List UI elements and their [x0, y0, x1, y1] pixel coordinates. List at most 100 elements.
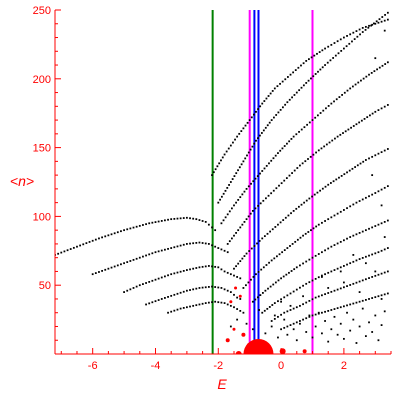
data-point — [148, 253, 151, 256]
red-marker — [279, 348, 286, 354]
data-point — [295, 306, 298, 309]
data-point — [362, 160, 365, 163]
data-point — [316, 114, 319, 117]
data-point — [333, 214, 336, 217]
data-point — [330, 102, 333, 105]
data-point — [229, 273, 232, 276]
data-point — [361, 26, 364, 29]
data-point — [337, 52, 340, 55]
data-point — [214, 245, 217, 248]
data-point — [142, 255, 144, 258]
data-point — [283, 145, 286, 147]
data-point — [176, 217, 179, 220]
data-point — [358, 200, 361, 202]
data-point — [201, 220, 204, 222]
data-point — [365, 75, 368, 78]
data-point — [273, 87, 276, 90]
data-point — [345, 45, 348, 48]
scatter-point — [333, 315, 336, 318]
data-point — [302, 284, 304, 287]
data-point — [255, 139, 257, 142]
data-point — [312, 227, 315, 230]
data-point — [383, 248, 386, 251]
data-point — [235, 201, 237, 204]
scatter-point — [380, 298, 383, 300]
data-point — [364, 298, 367, 301]
data-point — [244, 124, 247, 127]
data-point — [254, 207, 257, 210]
data-point — [279, 221, 282, 224]
data-point — [195, 287, 198, 290]
data-point — [234, 138, 236, 141]
data-point — [138, 256, 141, 259]
data-point — [268, 162, 270, 165]
data-point — [330, 245, 333, 248]
data-point — [236, 135, 239, 138]
data-point — [91, 239, 94, 242]
data-point — [233, 234, 235, 237]
data-point — [324, 310, 326, 313]
data-point — [326, 61, 329, 64]
data-point — [220, 248, 223, 251]
data-point — [343, 265, 345, 267]
data-point — [219, 198, 221, 201]
data-point — [257, 137, 259, 140]
y-tick-label: 200 — [33, 74, 51, 86]
data-point — [296, 238, 299, 241]
scatter-point — [314, 325, 317, 328]
data-point — [145, 303, 147, 306]
data-point — [242, 127, 245, 130]
data-point — [201, 286, 204, 289]
data-point — [167, 296, 169, 298]
data-point — [299, 264, 301, 267]
data-point — [145, 254, 147, 257]
x-axis-label: E — [217, 376, 227, 392]
data-point — [305, 60, 308, 62]
data-point — [336, 135, 339, 138]
data-point — [292, 307, 295, 310]
data-point — [273, 302, 276, 304]
data-point — [164, 248, 166, 251]
data-point — [242, 287, 245, 289]
y-tick-label: 50 — [39, 280, 51, 292]
red-marker — [241, 332, 246, 337]
data-point — [306, 123, 309, 126]
data-point — [243, 221, 246, 223]
data-point — [76, 245, 78, 248]
data-point — [251, 145, 254, 148]
data-point — [269, 230, 271, 233]
data-point — [258, 240, 261, 242]
data-point — [343, 91, 346, 94]
data-point — [373, 22, 375, 25]
scatter-point — [346, 311, 348, 314]
data-point — [129, 227, 132, 230]
data-point — [241, 257, 244, 260]
data-point — [269, 92, 272, 95]
data-point — [327, 271, 330, 274]
data-point — [354, 83, 357, 86]
data-point — [236, 296, 239, 299]
data-point — [374, 110, 377, 113]
data-point — [369, 114, 371, 117]
data-point — [284, 78, 287, 81]
data-point — [361, 299, 364, 302]
data-point — [314, 296, 317, 299]
data-point — [243, 190, 246, 193]
data-point — [380, 249, 383, 252]
data-point — [217, 266, 220, 269]
data-point — [227, 147, 230, 150]
data-point — [333, 244, 336, 246]
data-point — [374, 22, 377, 25]
data-point — [204, 286, 207, 289]
data-point — [256, 296, 259, 299]
data-point — [135, 257, 138, 260]
data-point — [253, 142, 256, 145]
red-marker — [232, 327, 236, 331]
data-point — [261, 170, 264, 172]
data-point — [353, 38, 356, 40]
data-point — [229, 144, 232, 147]
branch-2 — [123, 265, 242, 293]
scatter-point — [327, 287, 330, 289]
data-point — [358, 121, 361, 124]
y-tick-label: 150 — [33, 143, 51, 155]
